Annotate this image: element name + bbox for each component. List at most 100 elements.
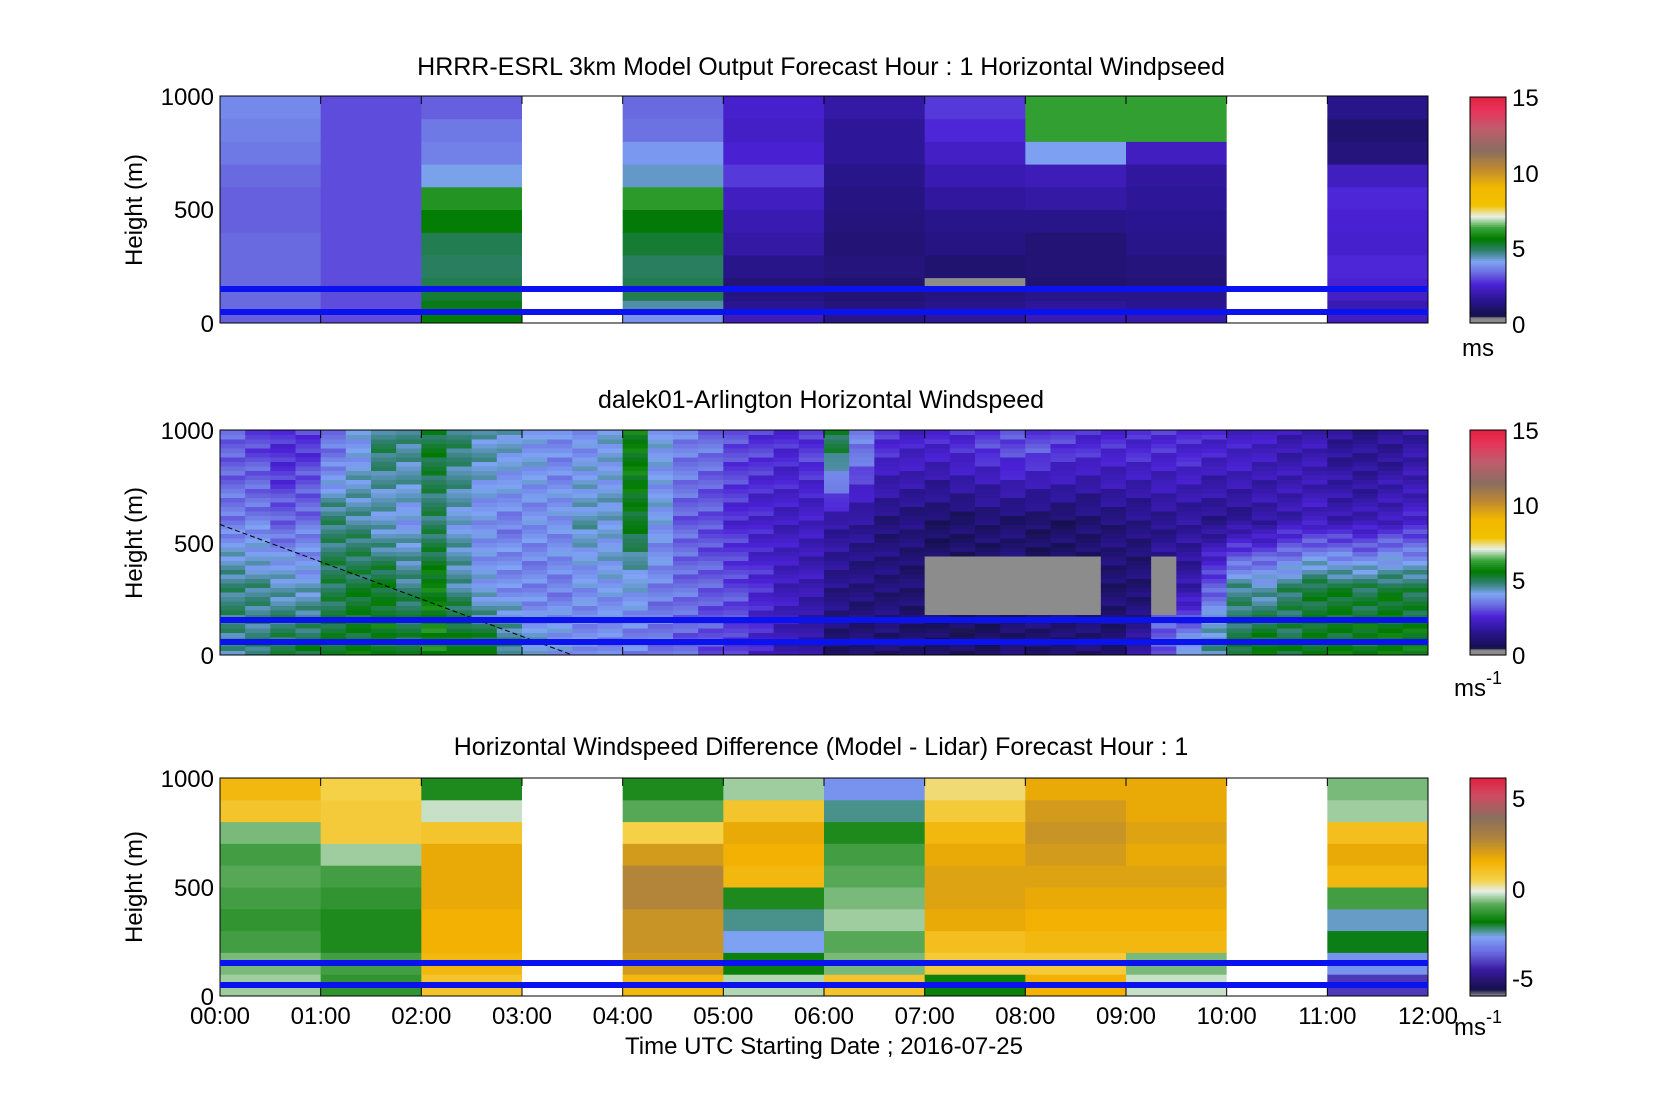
lidar-cell: [899, 524, 926, 530]
lidar-cell: [824, 443, 850, 449]
lidar-cell: [622, 470, 649, 476]
lidar-cell: [1402, 443, 1429, 449]
lidar-cell: [1277, 565, 1303, 570]
lidar-cell: [1352, 623, 1379, 629]
lidar-cell: [698, 488, 724, 494]
lidar-cell: [949, 610, 976, 615]
lidar-cell: [396, 583, 422, 588]
lidar-cell: [597, 628, 624, 633]
lidar-cell: [1377, 556, 1404, 561]
lidar-cell: [1176, 520, 1202, 525]
lidar-cell: [748, 434, 775, 440]
lidar-cell: [1100, 529, 1127, 534]
colorbar-swatch: [1470, 634, 1506, 637]
lidar-cell: [320, 497, 347, 503]
lidar-cell: [773, 448, 800, 453]
lidar-cell: [1000, 484, 1026, 489]
lidar-cell: [1151, 610, 1177, 615]
lidar-cell: [1327, 470, 1353, 476]
lidar-cell: [1377, 515, 1404, 521]
colorbar-swatch: [1470, 475, 1506, 478]
colorbar-swatch: [1470, 881, 1506, 884]
lidar-cell: [1176, 434, 1202, 440]
lidar-cell: [1302, 574, 1328, 579]
lidar-cell: [1100, 439, 1127, 444]
lidar-cell: [547, 452, 573, 458]
lidar-cell: [1277, 479, 1303, 485]
lidar-cell: [345, 533, 372, 539]
lidar-cell: [1377, 493, 1404, 498]
panel-difference-ytick-0: 0: [201, 984, 214, 1011]
lidar-cell: [220, 529, 246, 534]
lidar-cell: [849, 574, 875, 579]
lidar-cell: [371, 650, 397, 656]
lidar-cell: [924, 479, 951, 485]
lidar-cell: [1201, 569, 1228, 575]
lidar-cell: [597, 520, 624, 525]
lidar-cell: [597, 488, 624, 494]
model-cell: [1226, 254, 1328, 279]
lidar-cell: [547, 560, 573, 566]
colorbar-swatch: [1470, 508, 1506, 512]
lidar-cell: [899, 628, 926, 633]
lidar-cell: [849, 443, 875, 449]
lidar-cell: [849, 601, 875, 606]
lidar-cell: [421, 461, 447, 467]
lidar-cell: [975, 628, 1001, 633]
model-cell: [1226, 164, 1328, 188]
lidar-cell: [270, 632, 296, 638]
lidar-cell: [622, 628, 649, 633]
lidar-cell: [824, 457, 850, 462]
lidar-cell: [446, 623, 473, 629]
lidar-cell: [371, 488, 397, 494]
lidar-cell: [723, 574, 749, 579]
lidar-cell: [975, 574, 1001, 579]
lidar-cell: [899, 434, 926, 440]
lidar-cell: [849, 583, 875, 588]
lidar-cell: [1402, 569, 1429, 575]
lidar-cell: [295, 475, 322, 480]
lidar-cell: [723, 511, 749, 516]
lidar-cell: [1327, 601, 1353, 606]
lidar-cell: [1151, 533, 1177, 539]
lidar-cell: [572, 565, 598, 570]
lidar-cell: [371, 506, 397, 512]
colorbar-swatch: [1470, 176, 1506, 179]
lidar-cell: [496, 434, 523, 440]
colorbar-swatch: [1470, 313, 1506, 317]
lidar-cell: [1000, 524, 1026, 530]
lidar-cell: [1402, 457, 1429, 462]
lidar-cell: [1226, 443, 1253, 449]
lidar-cell: [773, 560, 800, 566]
lidar-cell: [371, 448, 397, 453]
lidar-cell: [773, 605, 800, 611]
lidar-cell: [949, 646, 976, 651]
lidar-cell: [421, 556, 447, 561]
lidar-cell: [849, 515, 875, 521]
lidar-cell: [345, 502, 372, 507]
lidar-cell: [723, 434, 749, 440]
colorbar-swatch: [1470, 153, 1506, 156]
lidar-cell: [1327, 569, 1353, 575]
lidar-cell: [698, 448, 724, 453]
lidar-cell: [899, 506, 926, 512]
lidar-cell: [572, 605, 598, 611]
lidar-cell: [371, 493, 397, 498]
lidar-cell: [295, 461, 322, 467]
model-cell: [1327, 96, 1429, 120]
lidar-cell: [1377, 470, 1404, 476]
colorbar-swatch: [1470, 611, 1506, 615]
lidar-cell: [1327, 443, 1353, 449]
lidar-cell: [824, 448, 850, 453]
lidar-cell: [396, 574, 422, 579]
lidar-cell: [622, 547, 649, 552]
colorbar-swatch: [1470, 874, 1506, 877]
lidar-cell: [647, 560, 674, 566]
lidar-cell: [773, 587, 800, 593]
colorbar-swatch: [1470, 585, 1506, 589]
model-cell: [220, 118, 322, 142]
lidar-cell: [1075, 601, 1102, 606]
lidar-cell: [320, 547, 347, 552]
lidar-cell: [345, 457, 372, 462]
